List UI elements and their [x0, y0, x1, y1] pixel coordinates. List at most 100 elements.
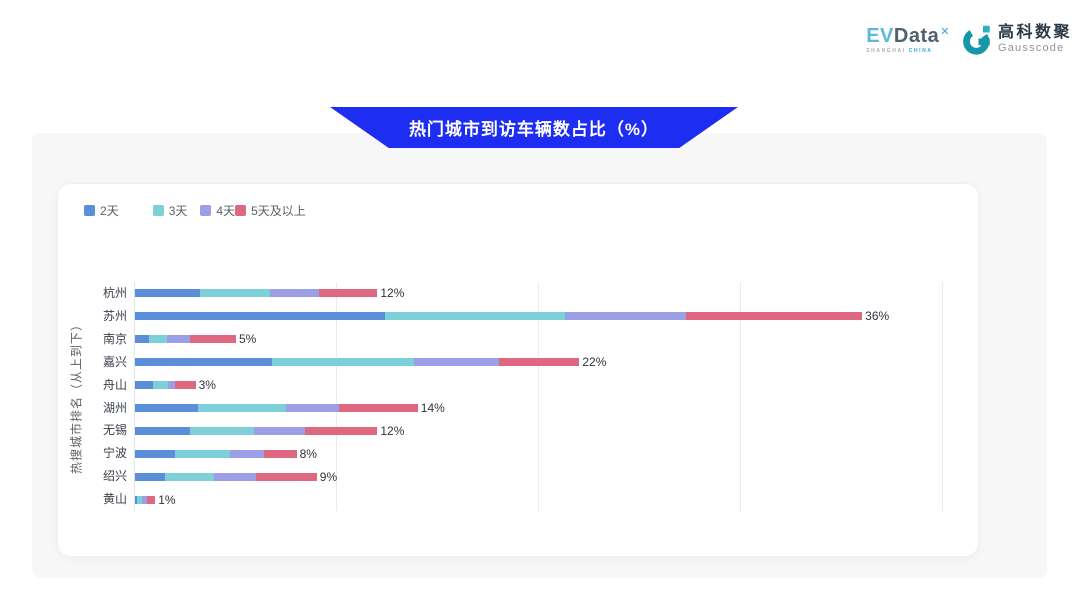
y-tick-无锡: 无锡: [102, 423, 127, 438]
bar-row-黄山: 1%: [135, 488, 176, 511]
gridline-30pct: [740, 282, 741, 511]
chart-legend: 2天 3天 4天 5天及以上: [84, 202, 334, 218]
page-title: 热门城市到访车辆数占比（%）: [408, 120, 660, 139]
bar-row-绍兴: 9%: [135, 465, 337, 488]
legend-label: 2天: [100, 203, 119, 218]
bar-segment-湖州-3天: [197, 403, 287, 412]
bar-row-湖州: 14%: [135, 397, 445, 420]
gausscode-cn-label: 高科数聚: [997, 24, 1072, 41]
gausscode-logo: 高科数聚 Gausscode: [962, 24, 1072, 55]
bar-value-label: 36%: [865, 309, 890, 324]
bar-row-无锡: 12%: [135, 419, 404, 442]
legend-swatch-icon: [152, 204, 164, 216]
bar-row-舟山: 3%: [135, 374, 216, 397]
legend-label: 4天: [216, 203, 236, 218]
bar-segment-黄山-4天: [142, 495, 148, 504]
bar-segment-黄山-5天及以上: [147, 495, 156, 504]
legend-label: 5天及以上: [251, 203, 306, 218]
legend-item-2天[interactable]: 2天: [84, 202, 119, 218]
y-tick-嘉兴: 嘉兴: [102, 354, 127, 369]
bar-segment-南京-2天: [135, 335, 150, 344]
bar-segment-无锡-5天及以上: [304, 426, 378, 435]
evdata-ev-text: EV: [866, 25, 894, 47]
y-tick-南京: 南京: [102, 331, 127, 346]
y-tick-舟山: 舟山: [102, 377, 127, 392]
bar-segment-苏州-4天: [565, 312, 687, 321]
bar-segment-湖州-2天: [135, 403, 198, 412]
bar-segment-舟山-3天: [153, 381, 169, 390]
bar-segment-嘉兴-2天: [135, 358, 273, 367]
bar-segment-南京-5天及以上: [189, 335, 236, 344]
chart-card: 2天 3天 4天 5天及以上 热搜城市排名（从上到下） 杭州 苏州 南京 嘉兴 舟山 湖州 无锡宁…: [57, 183, 979, 557]
bar-value-label: 8%: [299, 446, 317, 461]
y-tick-杭州: 杭州: [102, 286, 127, 300]
legend-item-4天[interactable]: 4天: [200, 202, 235, 218]
y-tick-湖州: 湖州: [102, 400, 127, 415]
bar-segment-宁波-5天及以上: [264, 449, 297, 458]
bar-segment-湖州-4天: [286, 403, 339, 412]
bar-segment-苏州-3天: [385, 312, 566, 321]
gausscode-g-icon: [963, 25, 990, 55]
gridline-10pct: [336, 282, 337, 511]
bar-segment-杭州-2天: [135, 289, 200, 298]
bar-segment-舟山-4天: [168, 381, 176, 390]
evdata-data-text: Data: [893, 25, 940, 47]
bar-segment-绍兴-5天及以上: [256, 472, 317, 481]
bar-segment-南京-4天: [167, 335, 190, 344]
evdata-wordmark: EVData✕: [866, 26, 950, 46]
bar-segment-无锡-3天: [189, 426, 255, 435]
legend-item-5天及以上[interactable]: 5天及以上: [235, 202, 306, 218]
bar-segment-嘉兴-5天及以上: [498, 358, 580, 367]
bar-value-label: 1%: [158, 492, 176, 507]
bar-segment-湖州-5天及以上: [339, 403, 418, 412]
bar-row-嘉兴: 22%: [135, 351, 606, 374]
bar-row-南京: 5%: [135, 328, 256, 351]
legend-swatch-icon: [235, 204, 247, 216]
evdata-subtext: SHANGHAI CHINA: [866, 48, 932, 54]
legend-item-3天[interactable]: 3天: [152, 202, 187, 218]
bar-segment-南京-3天: [149, 335, 168, 344]
bar-segment-黄山-2天: [135, 495, 138, 504]
gausscode-en-label: Gausscode: [997, 42, 1065, 54]
bar-row-杭州: 12%: [135, 282, 404, 305]
legend-swatch-icon: [200, 204, 212, 216]
gausscode-text: 高科数聚 Gausscode: [998, 24, 1072, 55]
bar-segment-舟山-5天及以上: [175, 381, 196, 390]
bar-segment-杭州-4天: [270, 289, 319, 298]
bar-segment-无锡-4天: [254, 426, 305, 435]
bar-segment-苏州-5天及以上: [686, 312, 863, 321]
evdata-subtext-shanghai: SHANGHAI: [866, 48, 906, 54]
bar-segment-宁波-4天: [229, 449, 265, 458]
bar-value-label: 5%: [238, 332, 257, 347]
header-logos: EVData✕ SHANGHAI CHINA 高科数聚 Gausscode: [866, 24, 1072, 55]
gridline-20pct: [538, 282, 539, 511]
evdata-subtext-china: CHINA: [908, 48, 933, 54]
bar-segment-黄山-3天: [137, 495, 143, 504]
y-tick-苏州: 苏州: [102, 308, 127, 323]
bar-segment-杭州-5天及以上: [318, 289, 378, 298]
bar-row-宁波: 8%: [135, 442, 317, 465]
y-tick-宁波: 宁波: [102, 446, 127, 461]
title-banner: 热门城市到访车辆数占比（%）: [330, 107, 738, 148]
bar-segment-绍兴-3天: [165, 472, 214, 481]
bar-value-label: 3%: [198, 378, 216, 393]
gridline-40pct: [942, 282, 943, 511]
bar-segment-杭州-3天: [199, 289, 271, 298]
evdata-logo: EVData✕ SHANGHAI CHINA: [866, 24, 950, 54]
bar-value-label: 22%: [582, 355, 607, 370]
bar-segment-绍兴-2天: [135, 472, 166, 481]
y-tick-绍兴: 绍兴: [102, 469, 127, 484]
bar-segment-宁波-3天: [175, 449, 230, 458]
evdata-x-icon: ✕: [940, 26, 950, 38]
bar-value-label: 12%: [380, 423, 405, 438]
bar-value-label: 9%: [319, 469, 338, 484]
bar-segment-宁波-2天: [135, 449, 176, 458]
bar-value-label: 14%: [420, 400, 445, 415]
bar-segment-无锡-2天: [135, 426, 190, 435]
bar-segment-苏州-2天: [135, 312, 386, 321]
y-axis-line: [134, 282, 135, 511]
bar-row-苏州: 36%: [135, 305, 889, 328]
plot-area: 杭州 苏州 南京 嘉兴 舟山 湖州 无锡 宁波 绍兴 黄山 12% 36% 5% 22% 3% 14% 12%…: [103, 282, 943, 511]
y-axis-tick-labels: 杭州 苏州 南京 嘉兴 舟山 湖州 无锡 宁波 绍兴 黄山: [57, 282, 127, 511]
bar-segment-舟山-2天: [135, 381, 154, 390]
